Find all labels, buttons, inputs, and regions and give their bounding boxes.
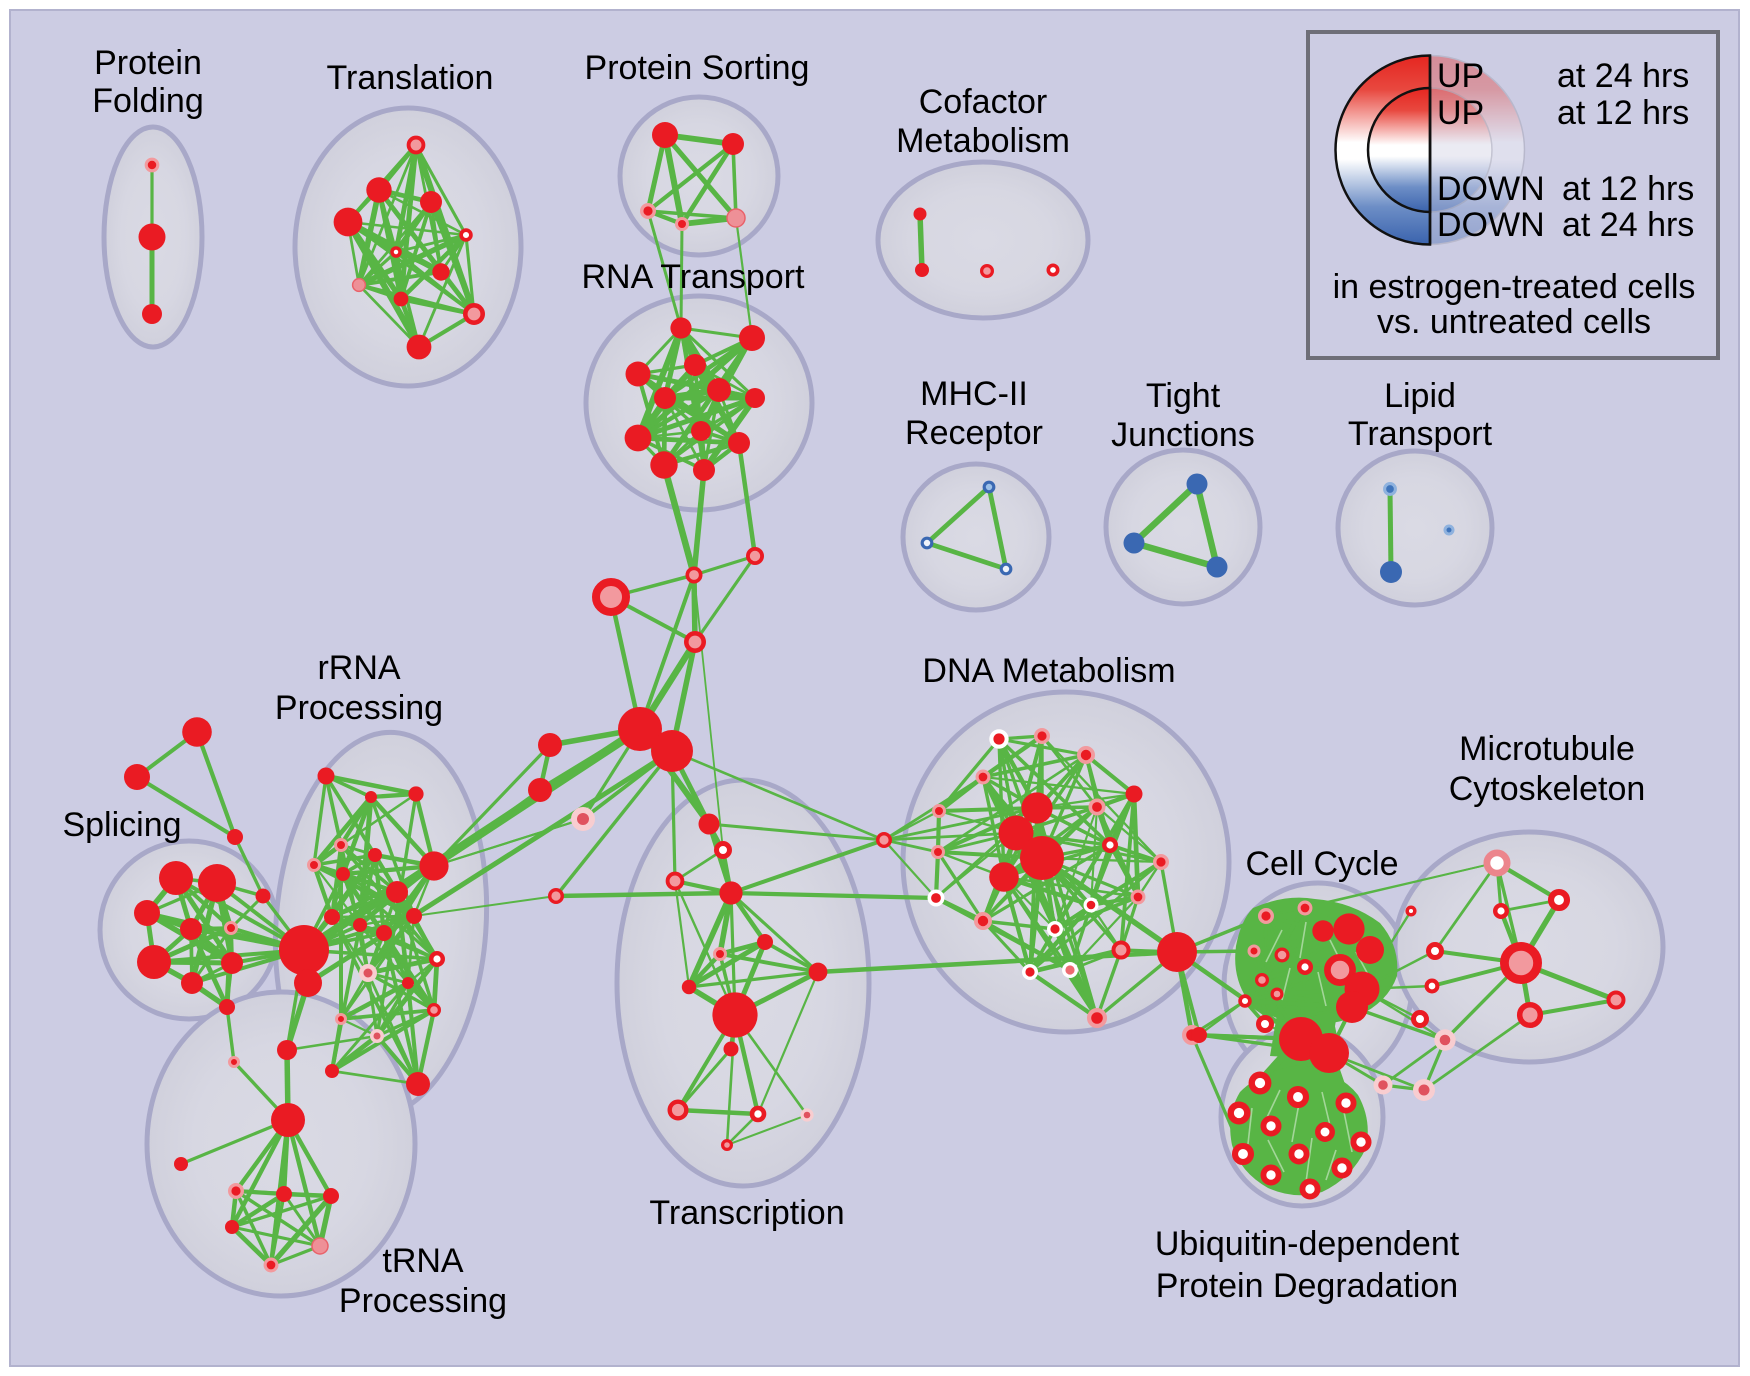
svg-text:Tight: Tight — [1146, 377, 1221, 415]
svg-text:Protein Sorting: Protein Sorting — [585, 49, 810, 87]
svg-text:Metabolism: Metabolism — [896, 122, 1070, 160]
svg-text:tRNA: tRNA — [382, 1242, 464, 1280]
svg-text:Cofactor: Cofactor — [919, 83, 1048, 121]
svg-text:UP: UP — [1437, 57, 1484, 95]
svg-text:Folding: Folding — [92, 82, 204, 120]
svg-text:RNA Transport: RNA Transport — [582, 258, 806, 296]
svg-text:at 24 hrs: at 24 hrs — [1557, 57, 1689, 95]
svg-text:Lipid: Lipid — [1384, 377, 1456, 415]
svg-text:at 12 hrs: at 12 hrs — [1557, 94, 1689, 132]
svg-text:Junctions: Junctions — [1111, 416, 1255, 454]
svg-text:at 24 hrs: at 24 hrs — [1562, 206, 1694, 244]
svg-text:DNA Metabolism: DNA Metabolism — [922, 652, 1175, 690]
svg-text:MHC-II: MHC-II — [920, 375, 1028, 413]
svg-text:rRNA: rRNA — [317, 649, 400, 687]
svg-text:Transport: Transport — [1348, 415, 1493, 453]
svg-text:Protein Degradation: Protein Degradation — [1156, 1267, 1458, 1305]
svg-text:at 12 hrs: at 12 hrs — [1562, 170, 1694, 208]
svg-text:DOWN: DOWN — [1437, 206, 1545, 244]
svg-text:in estrogen-treated cells: in estrogen-treated cells — [1333, 268, 1696, 306]
svg-text:Protein: Protein — [94, 44, 202, 82]
svg-text:vs. untreated cells: vs. untreated cells — [1377, 303, 1651, 341]
svg-text:Processing: Processing — [275, 689, 443, 727]
svg-text:Cell Cycle: Cell Cycle — [1245, 845, 1398, 883]
svg-text:UP: UP — [1437, 94, 1484, 132]
svg-text:Transcription: Transcription — [649, 1194, 844, 1232]
svg-text:Cytoskeleton: Cytoskeleton — [1449, 770, 1646, 808]
svg-text:Splicing: Splicing — [62, 806, 181, 844]
svg-text:DOWN: DOWN — [1437, 170, 1545, 208]
svg-text:Translation: Translation — [327, 59, 494, 97]
svg-text:Microtubule: Microtubule — [1459, 730, 1635, 768]
svg-text:Receptor: Receptor — [905, 414, 1043, 452]
svg-text:Processing: Processing — [339, 1282, 507, 1320]
svg-text:Ubiquitin-dependent: Ubiquitin-dependent — [1155, 1225, 1460, 1263]
